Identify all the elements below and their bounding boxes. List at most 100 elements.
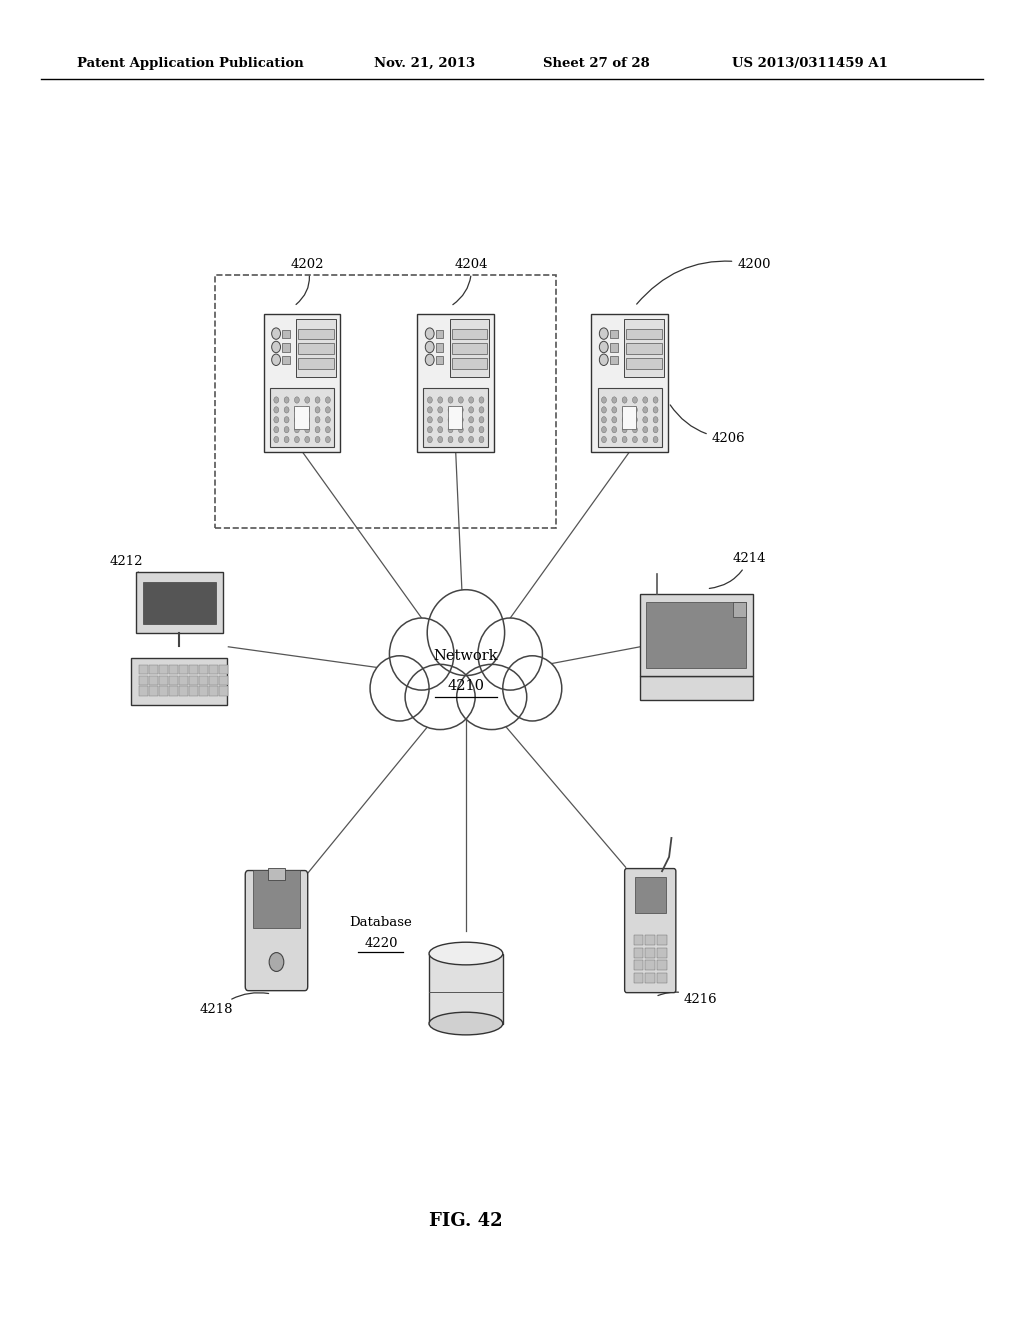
FancyBboxPatch shape [645,973,655,982]
Circle shape [315,437,321,442]
Circle shape [295,426,299,433]
Circle shape [273,397,279,403]
Circle shape [427,437,432,442]
Circle shape [623,407,627,413]
FancyBboxPatch shape [159,665,168,675]
Circle shape [449,397,453,403]
Circle shape [273,417,279,422]
FancyBboxPatch shape [645,961,655,970]
Circle shape [315,417,321,422]
Circle shape [643,397,648,403]
Ellipse shape [370,656,429,721]
Circle shape [653,426,658,433]
Text: Network: Network [433,649,499,663]
Circle shape [427,407,432,413]
FancyBboxPatch shape [179,665,187,675]
FancyBboxPatch shape [452,358,487,368]
Circle shape [449,426,453,433]
Circle shape [295,437,299,442]
FancyBboxPatch shape [645,948,655,958]
Circle shape [479,426,484,433]
Circle shape [273,407,279,413]
Text: 4216: 4216 [658,993,718,1006]
Circle shape [305,397,309,403]
FancyBboxPatch shape [635,876,666,913]
FancyBboxPatch shape [435,330,443,338]
Circle shape [326,397,331,403]
Text: 4204: 4204 [453,257,487,305]
Text: US 2013/0311459 A1: US 2013/0311459 A1 [732,57,888,70]
Circle shape [601,407,606,413]
Circle shape [633,397,637,403]
FancyBboxPatch shape [138,686,147,696]
FancyBboxPatch shape [219,686,228,696]
Circle shape [315,407,321,413]
FancyBboxPatch shape [148,686,158,696]
Circle shape [469,407,474,413]
Circle shape [643,426,648,433]
FancyBboxPatch shape [609,330,617,338]
Circle shape [643,407,648,413]
FancyBboxPatch shape [640,676,753,700]
FancyBboxPatch shape [188,686,198,696]
FancyBboxPatch shape [264,314,340,451]
Circle shape [425,342,434,352]
Circle shape [611,426,616,433]
FancyBboxPatch shape [294,405,308,429]
FancyBboxPatch shape [646,602,746,668]
FancyBboxPatch shape [179,676,187,685]
Circle shape [599,354,608,366]
FancyBboxPatch shape [219,665,228,675]
Circle shape [653,417,658,422]
Text: Nov. 21, 2013: Nov. 21, 2013 [374,57,475,70]
FancyBboxPatch shape [657,948,667,958]
FancyBboxPatch shape [626,358,662,368]
FancyBboxPatch shape [626,329,662,339]
Circle shape [623,397,627,403]
Circle shape [479,417,484,422]
Circle shape [459,417,463,422]
Circle shape [305,437,309,442]
FancyBboxPatch shape [219,676,228,685]
Circle shape [479,397,484,403]
FancyBboxPatch shape [296,319,336,378]
FancyBboxPatch shape [634,973,643,982]
Circle shape [653,397,658,403]
Circle shape [449,407,453,413]
FancyBboxPatch shape [625,869,676,993]
FancyBboxPatch shape [142,582,215,623]
Circle shape [611,407,616,413]
Circle shape [427,417,432,422]
FancyBboxPatch shape [640,594,753,676]
FancyBboxPatch shape [282,330,290,338]
FancyBboxPatch shape [188,665,198,675]
Circle shape [305,426,309,433]
Text: Patent Application Publication: Patent Application Publication [77,57,303,70]
FancyBboxPatch shape [148,676,158,685]
Circle shape [643,437,648,442]
Circle shape [437,397,442,403]
FancyBboxPatch shape [609,343,617,351]
FancyBboxPatch shape [254,870,300,928]
FancyBboxPatch shape [592,314,668,451]
Text: FIG. 42: FIG. 42 [429,1212,503,1230]
FancyBboxPatch shape [268,869,285,880]
Circle shape [611,397,616,403]
FancyBboxPatch shape [148,665,158,675]
FancyBboxPatch shape [209,676,218,685]
Ellipse shape [429,942,503,965]
Circle shape [326,417,331,422]
FancyBboxPatch shape [131,659,227,705]
Circle shape [271,354,281,366]
Circle shape [479,407,484,413]
Circle shape [449,417,453,422]
FancyBboxPatch shape [298,358,334,368]
Circle shape [469,437,474,442]
FancyBboxPatch shape [452,329,487,339]
FancyBboxPatch shape [169,665,178,675]
Circle shape [469,417,474,422]
Circle shape [284,426,289,433]
Circle shape [653,407,658,413]
Circle shape [611,437,616,442]
FancyBboxPatch shape [282,356,290,364]
